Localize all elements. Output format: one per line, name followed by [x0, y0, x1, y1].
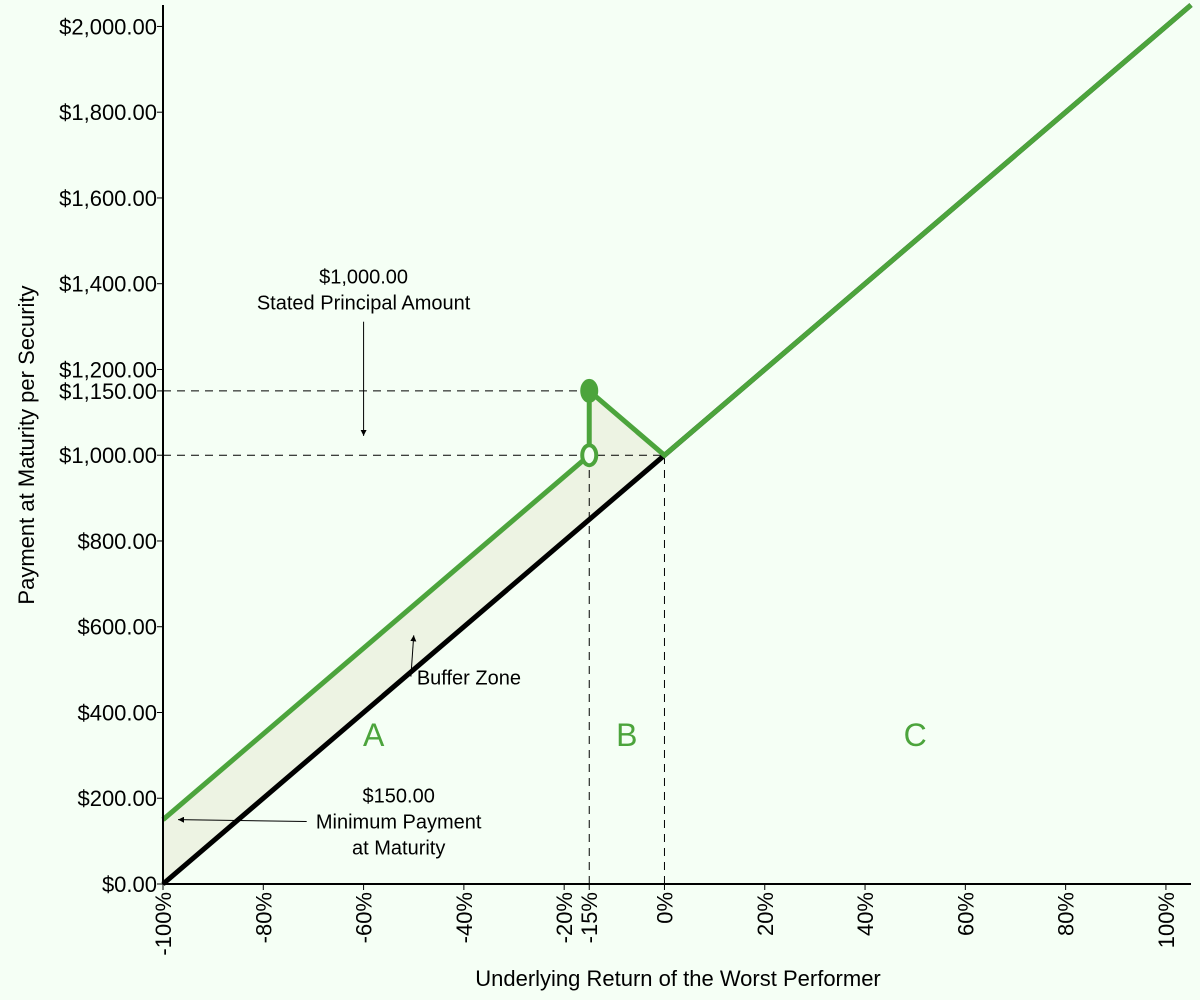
annotation-text: at Maturity — [352, 838, 445, 860]
x-tick-label: 80% — [1054, 892, 1079, 936]
markers — [580, 378, 599, 468]
zone-label-c: C — [904, 717, 927, 753]
annotations: $1,000.00 Stated Principal Amount Buffer Z… — [178, 267, 521, 860]
annotation-text: Stated Principal Amount — [257, 293, 471, 315]
x-tick-label: 100% — [1154, 892, 1179, 948]
annotation-text: $150.00 — [363, 786, 435, 808]
x-axis-title: Underlying Return of the Worst Performer — [475, 966, 881, 991]
x-tick-label: -100% — [151, 892, 176, 956]
y-axis-ticks: $0.00 $200.00 $400.00 $600.00 $800.00 $1,000.… — [59, 14, 163, 897]
x-tick-label: 60% — [953, 892, 978, 936]
x-tick-label: 0% — [652, 892, 677, 924]
y-tick-label: $2,000.00 — [59, 14, 157, 39]
y-tick-label: $1,800.00 — [59, 100, 157, 125]
marker-open — [580, 443, 599, 468]
x-axis-ticks: -100% -80% -60% -40% -20% -15% 0% 20% 40% 60% 80% 1… — [151, 884, 1179, 956]
annotation-text: Minimum Payment — [316, 812, 482, 834]
zone-label-a: A — [363, 717, 385, 753]
y-tick-label: $1,200.00 — [59, 357, 157, 382]
annotation: Buffer Zone — [410, 635, 521, 690]
annotation-arrow — [410, 635, 417, 677]
axes — [162, 5, 1191, 885]
annotation: $150.00 Minimum Payment at Maturity — [178, 786, 482, 860]
zone-label-b: B — [616, 717, 637, 753]
x-tick-label: -20% — [552, 892, 577, 943]
x-tick-label: -60% — [352, 892, 377, 943]
reference-lines — [163, 390, 665, 884]
y-tick-label: $0.00 — [102, 872, 157, 897]
y-tick-label: $800.00 — [77, 529, 157, 554]
y-tick-label: $1,000.00 — [59, 443, 157, 468]
zone-labels: A B C — [363, 717, 927, 753]
y-tick-label: $200.00 — [77, 786, 157, 811]
annotation: $1,000.00 Stated Principal Amount — [257, 267, 471, 436]
annotation-text: Buffer Zone — [417, 668, 521, 690]
y-tick-label: $600.00 — [77, 615, 157, 640]
annotation-arrow — [178, 816, 307, 823]
y-axis-title: Payment at Maturity per Security — [14, 285, 39, 604]
y-tick-label: $1,600.00 — [59, 186, 157, 211]
marker-filled — [580, 378, 599, 403]
x-tick-label: -80% — [251, 892, 276, 943]
x-tick-label: -15% — [577, 892, 602, 943]
x-tick-label: 40% — [853, 892, 878, 936]
x-tick-label: 20% — [753, 892, 778, 936]
y-tick-label: $400.00 — [77, 700, 157, 725]
x-tick-label: -40% — [452, 892, 477, 943]
y-tick-label: $1,150.00 — [59, 379, 157, 404]
y-tick-label: $1,400.00 — [59, 272, 157, 297]
annotation-text: $1,000.00 — [319, 267, 408, 289]
